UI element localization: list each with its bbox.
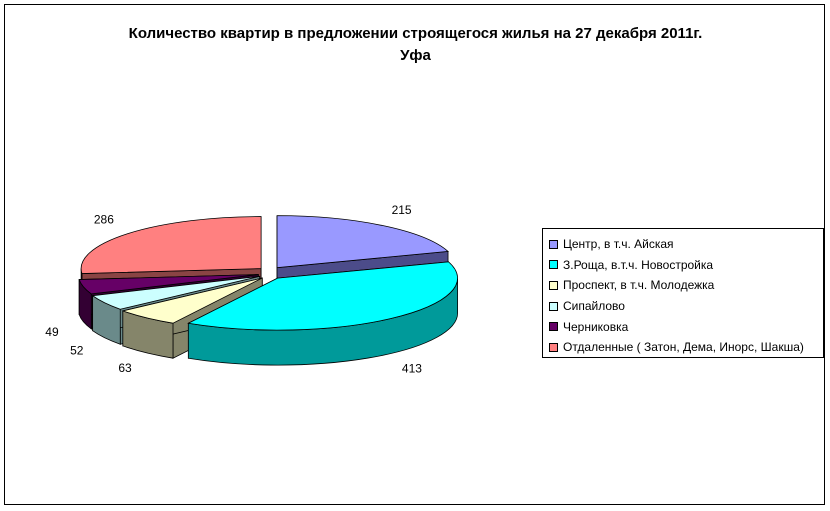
legend-swatch (549, 239, 558, 249)
data-label: 286 (94, 212, 114, 226)
data-label: 63 (118, 361, 132, 375)
legend-swatch (549, 322, 558, 332)
data-label: 215 (392, 203, 412, 217)
data-label: 413 (402, 362, 422, 376)
legend-label: Проспект, в т.ч. Молодежка (563, 278, 715, 293)
legend-item: Сипайлово (549, 296, 823, 317)
legend-item: Проспект, в т.ч. Молодежка (549, 275, 823, 296)
legend-item: Отдаленные ( Затон, Дема, Инорс, Шакша) (549, 337, 823, 358)
pie-slice (78, 274, 259, 295)
chart-title-line-1: Количество квартир в предложении строяще… (128, 25, 703, 42)
pie-slice (121, 277, 263, 324)
chart-title-line-2: Уфа (400, 47, 431, 64)
chart-title: Количество квартир в предложении строяще… (5, 23, 826, 67)
chart-area: Количество квартир в предложении строяще… (4, 4, 825, 505)
data-label: 52 (70, 344, 84, 358)
legend-label: З.Роща, в.т.ч. Новостройка (563, 257, 714, 272)
pie-slice (91, 275, 260, 310)
pie-chart: 215 413 63 52 49 286 (45, 203, 458, 376)
chart-legend: Центр, в т.ч. Айская З.Роща, в.т.ч. Ново… (542, 228, 824, 358)
legend-label: Отдаленные ( Затон, Дема, Инорс, Шакша) (563, 340, 804, 355)
pie-slice (187, 261, 458, 331)
legend-label: Черниковка (563, 319, 629, 334)
legend-swatch (549, 260, 558, 270)
legend-swatch (549, 301, 558, 311)
legend-item: Центр, в т.ч. Айская (549, 234, 823, 255)
legend-label: Центр, в т.ч. Айская (563, 237, 674, 252)
legend-item: Черниковка (549, 316, 823, 337)
legend-item: З.Роща, в.т.ч. Новостройка (549, 255, 823, 276)
pie-slice (80, 216, 262, 274)
legend-swatch (549, 280, 558, 290)
data-label: 49 (45, 325, 59, 339)
pie-slice (276, 215, 449, 269)
legend-label: Сипайлово (563, 299, 625, 314)
legend-swatch (549, 342, 558, 352)
